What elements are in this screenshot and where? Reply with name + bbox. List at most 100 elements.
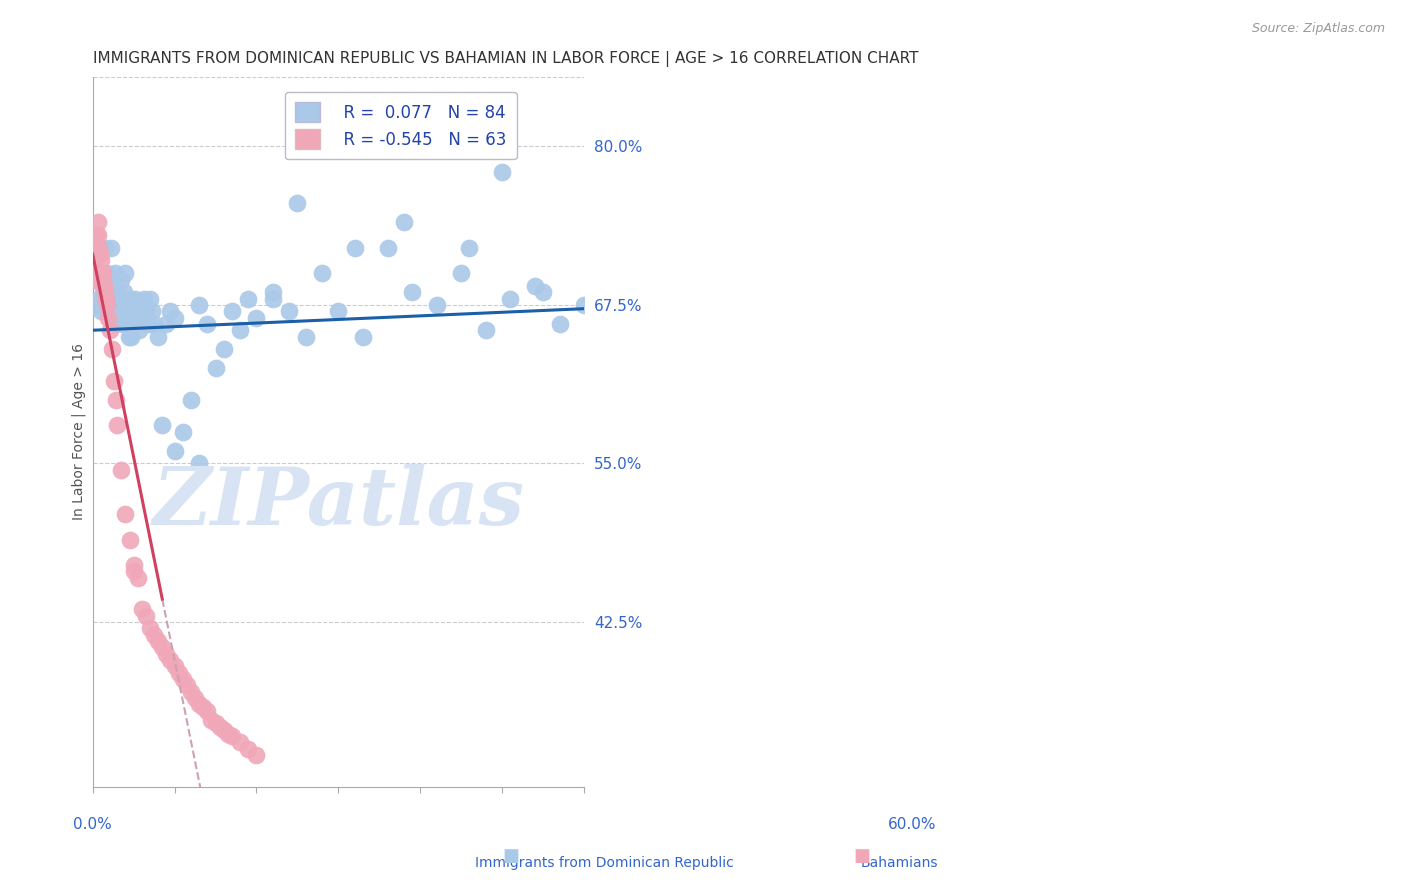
Point — [475, 323, 498, 337]
Point — [180, 392, 202, 407]
Point — [114, 310, 136, 325]
Point — [343, 241, 366, 255]
Point — [150, 418, 173, 433]
Point — [90, 304, 112, 318]
Point — [212, 343, 235, 357]
Point — [131, 602, 153, 616]
Point — [195, 704, 218, 718]
Point — [143, 317, 166, 331]
Text: ZIPatlas: ZIPatlas — [152, 464, 524, 541]
Point — [89, 272, 111, 286]
Point — [311, 266, 333, 280]
Point — [89, 241, 111, 255]
Point — [120, 292, 142, 306]
Point — [104, 317, 127, 331]
Point — [111, 292, 134, 306]
Point — [111, 317, 134, 331]
Point — [129, 298, 152, 312]
Point — [139, 292, 162, 306]
Point — [112, 285, 135, 300]
Point — [180, 684, 202, 698]
Point — [86, 272, 108, 286]
Point — [84, 228, 107, 243]
Point — [105, 418, 128, 433]
Point — [105, 304, 128, 318]
Point — [163, 659, 186, 673]
Point — [86, 241, 108, 255]
Point — [101, 272, 124, 286]
Point — [83, 241, 105, 255]
Point — [245, 310, 267, 325]
Point — [104, 266, 127, 280]
Point — [143, 627, 166, 641]
Legend:   R =  0.077   N = 84,   R = -0.545   N = 63: R = 0.077 N = 84, R = -0.545 N = 63 — [285, 92, 517, 160]
Point — [426, 298, 449, 312]
Point — [91, 272, 114, 286]
Point — [122, 317, 145, 331]
Point — [118, 329, 141, 343]
Point — [91, 285, 114, 300]
Point — [83, 266, 105, 280]
Point — [491, 164, 513, 178]
Point — [108, 310, 131, 325]
Point — [98, 323, 121, 337]
Text: Source: ZipAtlas.com: Source: ZipAtlas.com — [1251, 22, 1385, 36]
Point — [352, 329, 374, 343]
Point — [125, 310, 148, 325]
Point — [245, 748, 267, 763]
Point — [458, 241, 481, 255]
Text: ■: ■ — [502, 847, 519, 865]
Point — [155, 317, 177, 331]
Point — [103, 374, 125, 388]
Point — [163, 443, 186, 458]
Point — [159, 304, 181, 318]
Point — [287, 196, 309, 211]
Point — [103, 292, 125, 306]
Point — [401, 285, 423, 300]
Point — [148, 329, 170, 343]
Point — [159, 653, 181, 667]
Point — [141, 304, 163, 318]
Point — [104, 392, 127, 407]
Point — [100, 343, 122, 357]
Text: 60.0%: 60.0% — [887, 817, 936, 832]
Point — [523, 278, 546, 293]
Point — [148, 634, 170, 648]
Point — [114, 507, 136, 521]
Y-axis label: In Labor Force | Age > 16: In Labor Force | Age > 16 — [72, 343, 86, 520]
Point — [450, 266, 472, 280]
Point — [188, 457, 211, 471]
Point — [96, 266, 118, 280]
Point — [278, 304, 301, 318]
Text: Immigrants from Dominican Republic: Immigrants from Dominican Republic — [475, 855, 734, 870]
Point — [195, 317, 218, 331]
Point — [328, 304, 350, 318]
Point — [110, 272, 132, 286]
Point — [127, 570, 149, 584]
Point — [90, 266, 112, 280]
Point — [118, 533, 141, 547]
Point — [139, 621, 162, 635]
Point — [134, 292, 156, 306]
Point — [89, 292, 111, 306]
Point — [193, 700, 215, 714]
Point — [87, 272, 110, 286]
Point — [118, 304, 141, 318]
Point — [138, 317, 160, 331]
Point — [184, 691, 207, 706]
Point — [204, 361, 226, 376]
Point — [172, 672, 194, 686]
Text: IMMIGRANTS FROM DOMINICAN REPUBLIC VS BAHAMIAN IN LABOR FORCE | AGE > 16 CORRELA: IMMIGRANTS FROM DOMINICAN REPUBLIC VS BA… — [93, 51, 918, 67]
Text: 0.0%: 0.0% — [73, 817, 112, 832]
Point — [89, 266, 111, 280]
Point — [229, 323, 252, 337]
Point — [135, 608, 157, 623]
Point — [163, 310, 186, 325]
Point — [110, 304, 132, 318]
Point — [499, 292, 522, 306]
Point — [84, 253, 107, 268]
Point — [93, 278, 115, 293]
Point — [135, 304, 157, 318]
Point — [128, 323, 150, 337]
Point — [212, 723, 235, 737]
